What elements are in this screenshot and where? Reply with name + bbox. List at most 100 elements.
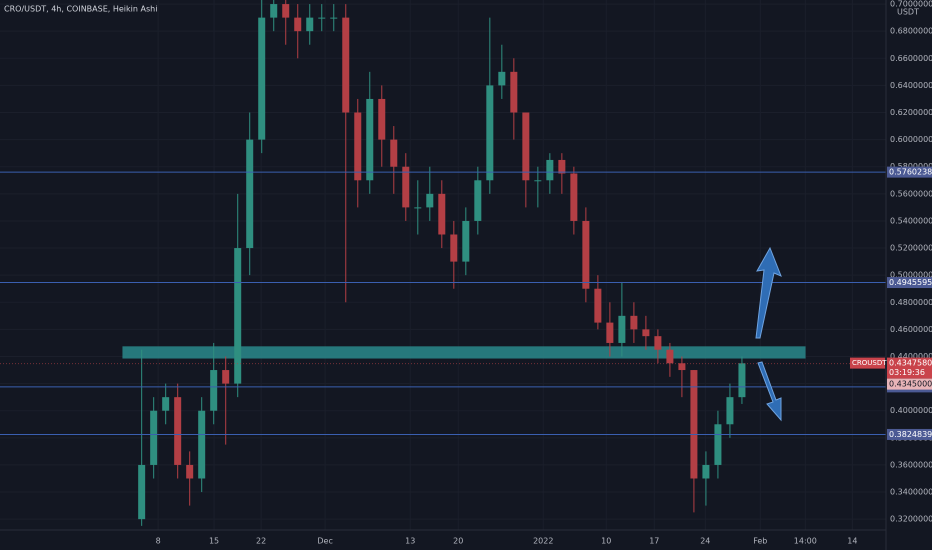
candle-body [198, 410, 206, 479]
x-tick-label: Feb [753, 537, 767, 546]
grid [0, 0, 886, 530]
candle-body [150, 410, 158, 465]
candle-body [546, 159, 554, 181]
candle-body [498, 71, 506, 86]
candle-body [342, 17, 350, 113]
x-tick-label: 24 [700, 537, 710, 546]
chart-title: CRO/USDT, 4h, COINBASE, Heikin Ashi [4, 5, 157, 14]
currency-label: USDT [897, 8, 919, 17]
candle-body [138, 464, 146, 520]
y-tick-label: 0.70000000 [890, 0, 932, 9]
candle-body [354, 112, 362, 181]
x-tick-label: 14 [847, 537, 857, 546]
arrows [755, 246, 782, 422]
candle-body [642, 329, 650, 337]
candle-body [486, 85, 494, 181]
down-arrow [757, 361, 782, 422]
price-line-label: 0.38248395 [889, 430, 932, 439]
candle-body [366, 98, 374, 181]
price-line-label-box [887, 277, 932, 289]
candle-body [162, 397, 170, 411]
candle-body [378, 98, 386, 140]
price-line-label-box [887, 166, 932, 178]
candle-body [390, 139, 398, 167]
price-line-label: 0.57602386 [889, 168, 932, 177]
candle-body [558, 159, 566, 174]
x-tick-label: 15 [209, 537, 219, 546]
candle-body [282, 4, 290, 18]
x-tick-label: 17 [649, 537, 659, 546]
candle-body [402, 166, 410, 208]
axes: 0.320000000.340000000.360000000.38000000… [156, 0, 932, 546]
last-price-box [887, 357, 932, 379]
candle-body [510, 71, 518, 113]
x-tick-label: 10 [601, 537, 611, 546]
price-line-label-box [887, 428, 932, 440]
candle-body [594, 288, 602, 323]
candle-body [234, 248, 242, 384]
candle-body [258, 17, 266, 140]
bid-box [887, 378, 932, 390]
up-arrow [755, 246, 782, 339]
candle-body [426, 193, 434, 208]
candle-body [714, 424, 722, 465]
countdown-label: 03:19:36 [889, 368, 925, 377]
x-tick-label: 8 [156, 537, 161, 546]
candle-body [450, 234, 458, 262]
x-tick-label: 20 [453, 537, 463, 546]
candle-body [306, 17, 314, 32]
candle-body [522, 112, 530, 181]
candle-body [582, 220, 590, 289]
candle-body [318, 17, 326, 19]
candle-body [438, 193, 446, 235]
candle-body [570, 173, 578, 221]
x-tick-label: 13 [405, 537, 415, 546]
x-tick-label: 22 [256, 537, 266, 546]
candle-body [690, 370, 698, 479]
candle-body [738, 363, 746, 398]
symbol-box [850, 357, 885, 369]
candle-body [606, 322, 614, 343]
x-tick-label: Dec [317, 537, 332, 546]
candle-body [186, 464, 194, 479]
x-tick-label: 2022 [533, 537, 553, 546]
candle-body [630, 315, 638, 330]
zone [122, 346, 806, 359]
bid-label: 0.43450000 [889, 380, 932, 389]
candle-body [330, 17, 338, 19]
candle-body [246, 139, 254, 249]
candle-body [702, 464, 710, 479]
candle-body [678, 363, 686, 371]
candle-body [618, 315, 626, 343]
x-tick-label: 14:00 [794, 537, 817, 546]
candle-body [222, 370, 230, 384]
candle-body [210, 370, 218, 411]
candle-body [414, 207, 422, 209]
candle-body [174, 397, 182, 465]
candle-body [294, 17, 302, 32]
candle-body [474, 180, 482, 221]
candle-body [270, 4, 278, 18]
symbol-label: CROUSDT [852, 359, 887, 367]
candle-body [462, 220, 470, 262]
candle-body [726, 397, 734, 425]
price-line-label: 0.49455959 [889, 278, 932, 287]
